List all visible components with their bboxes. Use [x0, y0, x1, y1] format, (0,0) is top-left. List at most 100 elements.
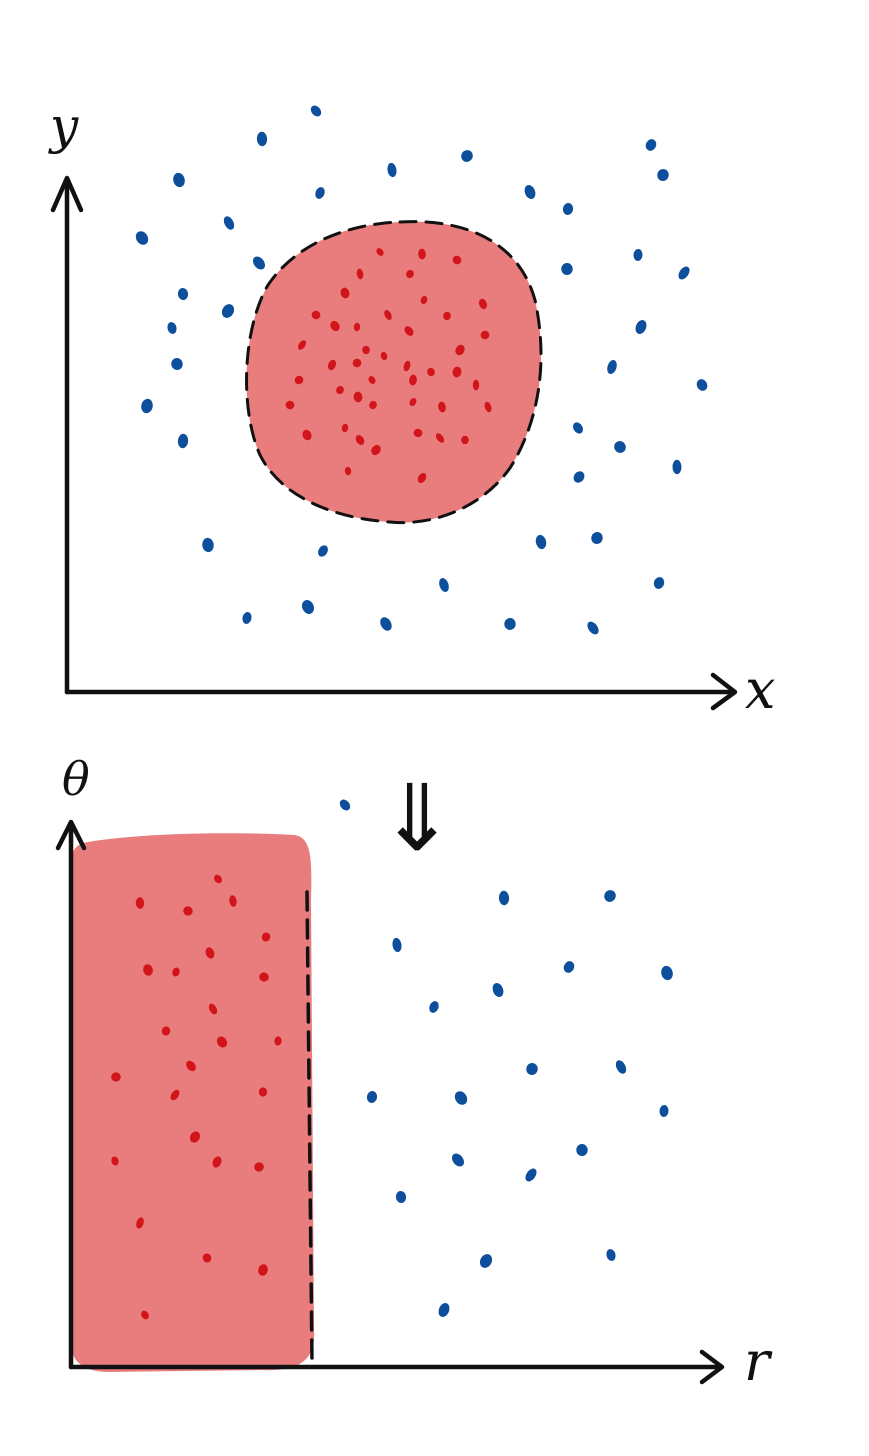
inner-data-point [355, 434, 365, 446]
inner-data-point [189, 1131, 201, 1143]
inner-data-point [409, 374, 417, 386]
outer-data-point [525, 1168, 537, 1182]
bottom-x-axis-label: r [744, 1330, 773, 1393]
inner-data-point [143, 964, 153, 976]
outer-data-point [576, 1144, 588, 1156]
outer-data-point [573, 471, 585, 483]
inner-data-point [297, 340, 307, 350]
inner-data-point [212, 1156, 222, 1168]
outer-data-point [461, 150, 473, 162]
top-outer-points [135, 105, 708, 635]
inner-data-point [294, 375, 304, 385]
top-x-axis-arrowhead [710, 672, 738, 711]
outer-data-point [561, 263, 573, 275]
inner-data-point [336, 385, 344, 395]
outer-data-point [615, 1060, 627, 1074]
inner-data-point [371, 444, 381, 456]
inner-data-point [258, 1087, 268, 1097]
outer-data-point [339, 799, 351, 811]
outer-data-point [256, 131, 268, 147]
outer-data-point [653, 577, 665, 589]
inner-data-point [438, 401, 446, 413]
top-dashed-boundary [245, 220, 543, 525]
inner-data-point [427, 367, 435, 377]
inner-data-point [136, 1217, 144, 1229]
inner-data-point [368, 376, 376, 384]
inner-data-point [409, 398, 417, 406]
outer-data-point [173, 172, 185, 188]
outer-data-point [177, 288, 189, 300]
outer-data-point [657, 169, 669, 181]
outer-data-point [395, 1191, 407, 1203]
outer-data-point [451, 1153, 465, 1167]
outer-data-point [223, 216, 235, 230]
inner-data-point [183, 906, 193, 916]
outer-data-point [645, 139, 657, 151]
inner-data-point [205, 947, 215, 959]
inner-data-point [455, 344, 465, 356]
top-x-axis-label: x [745, 658, 775, 721]
bottom-x-axis-arrowhead [699, 1349, 725, 1385]
inner-data-point [330, 320, 340, 332]
inner-data-point [472, 379, 480, 391]
inner-data-point [311, 310, 321, 320]
inner-data-point [353, 391, 363, 403]
inner-data-point [404, 326, 414, 336]
inner-data-point [302, 429, 312, 441]
inner-data-point [403, 360, 411, 372]
inner-data-point [135, 897, 145, 909]
inner-data-point [362, 345, 370, 355]
bottom-y-axis-arrowhead [55, 819, 87, 851]
outer-data-point [614, 441, 626, 453]
outer-data-point [252, 256, 266, 270]
inner-data-point [484, 401, 492, 413]
outer-data-point [439, 578, 449, 592]
inner-data-point [274, 1036, 282, 1046]
outer-data-point [366, 1091, 378, 1103]
inner-data-point [478, 298, 488, 310]
inner-data-point [202, 1253, 212, 1263]
outer-data-point [242, 612, 252, 624]
outer-data-point [479, 1254, 493, 1268]
outer-data-point [604, 890, 616, 902]
bottom-outer-points [339, 799, 673, 1317]
outer-data-point [661, 965, 673, 981]
inner-data-point [480, 330, 490, 340]
inner-data-point [420, 295, 428, 305]
inner-data-point [111, 1072, 121, 1082]
outer-data-point [607, 359, 617, 375]
outer-data-point [635, 320, 647, 334]
outer-data-point [171, 358, 183, 370]
inner-data-point [461, 435, 469, 445]
outer-data-point [202, 537, 214, 553]
inner-data-point [161, 1026, 171, 1036]
outer-data-point [573, 422, 583, 434]
inner-data-point [327, 359, 337, 371]
outer-data-point [454, 1091, 468, 1105]
outer-data-point [591, 532, 603, 544]
outer-data-point [587, 621, 599, 635]
outer-data-point [633, 249, 643, 261]
bottom-inner-region [69, 833, 315, 1372]
outer-data-point [678, 266, 690, 280]
inner-data-point [216, 1036, 228, 1048]
inner-data-point [213, 874, 223, 884]
bottom-inner-points [111, 874, 282, 1320]
outer-data-point [672, 459, 682, 475]
bottom-y-axis-label: θ [62, 752, 90, 806]
outer-data-point [141, 398, 153, 414]
inner-data-point [344, 466, 352, 476]
outer-data-point [310, 105, 322, 117]
inner-data-point [376, 248, 384, 256]
outer-data-point [696, 379, 708, 391]
outer-data-point [438, 1303, 450, 1317]
outer-data-point [659, 1105, 669, 1117]
inner-data-point [406, 269, 414, 279]
top-y-axis-arrowhead [50, 175, 84, 213]
outer-data-point [504, 618, 516, 630]
outer-data-point [315, 187, 325, 199]
inner-data-point [435, 433, 445, 443]
outer-data-point [167, 322, 177, 334]
top-y-axis-label: y [48, 97, 79, 155]
